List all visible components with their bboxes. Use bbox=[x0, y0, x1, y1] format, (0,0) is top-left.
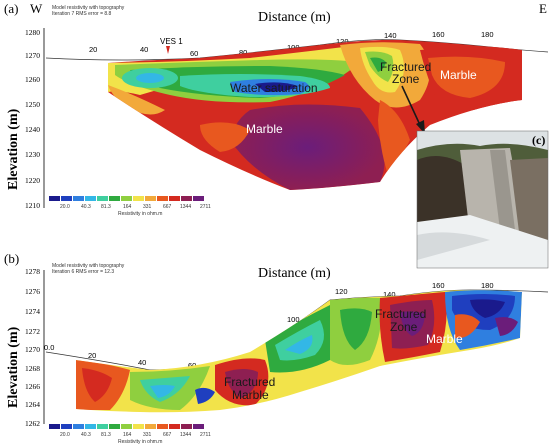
elev-tick-1210: 1210 bbox=[25, 201, 40, 210]
dist-b-tick-140: 140 bbox=[383, 290, 396, 299]
dist-b-tick-20: 20 bbox=[88, 351, 96, 360]
dist-tick-180: 180 bbox=[481, 30, 494, 39]
elev-b-tick-1278: 1278 bbox=[25, 267, 40, 276]
dist-b-tick-40: 40 bbox=[138, 358, 146, 367]
elev-tick-1280: 1280 bbox=[25, 28, 40, 37]
panel-b-model-note-2: Iteration 6 RMS error = 12.3 bbox=[52, 269, 114, 275]
panel-a-west-label: W bbox=[30, 1, 43, 16]
dist-tick-100: 100 bbox=[287, 43, 300, 52]
panel-b-elevation-ticks: 1278 1276 1274 1272 1270 1268 1266 1264 … bbox=[25, 267, 40, 428]
elev-tick-1240: 1240 bbox=[25, 125, 40, 134]
fractured-marble-line-1: Fractured bbox=[224, 375, 275, 389]
dist-tick-140: 140 bbox=[384, 31, 397, 40]
cb-b-value-20: 20.0 bbox=[60, 432, 70, 438]
dist-tick-60: 60 bbox=[190, 49, 198, 58]
panel-b-resistivity-section bbox=[76, 290, 522, 413]
ves-1-label: VES 1 bbox=[160, 37, 183, 46]
cb-a-title: Resistivity in ohm.m bbox=[118, 211, 162, 217]
panel-a-model-note-2: Iteration 7 RMS error = 8.8 bbox=[52, 11, 112, 17]
cb-a-value-20: 20.0 bbox=[60, 204, 70, 210]
panel-a-distance-title: Distance (m) bbox=[258, 10, 331, 25]
water-saturation-label: Water saturation bbox=[230, 81, 318, 95]
fractured-marble-line-2: Marble bbox=[232, 388, 269, 402]
cb-a-value-1344: 1344 bbox=[180, 204, 191, 210]
dist-tick-120: 120 bbox=[336, 37, 349, 46]
ves-1-marker-icon bbox=[166, 46, 170, 54]
elev-tick-1270: 1270 bbox=[25, 51, 40, 60]
dist-tick-80: 80 bbox=[239, 48, 247, 57]
cb-b-value-1344: 1344 bbox=[180, 432, 191, 438]
panel-a-east-label: E bbox=[539, 1, 547, 16]
elev-b-tick-1276: 1276 bbox=[25, 287, 40, 296]
panel-b: (b) Model resistivity with topography It… bbox=[4, 251, 549, 445]
panel-b-model-note-1: Model resistivity with topography bbox=[52, 263, 125, 269]
cb-a-value-40: 40.3 bbox=[81, 204, 91, 210]
panel-a-distance-ticks: 20 40 60 80 100 120 140 160 180 bbox=[89, 30, 494, 58]
panel-b-label: (b) bbox=[4, 251, 19, 266]
fractured-zone-label-line-1: Fractured bbox=[380, 60, 431, 74]
cb-a-value-2711: 2711 bbox=[200, 204, 211, 210]
cb-b-value-40: 40.3 bbox=[81, 432, 91, 438]
cb-b-value-2711: 2711 bbox=[200, 432, 211, 438]
dist-b-tick-180: 180 bbox=[481, 281, 494, 290]
fractured-zone-arrowhead-icon bbox=[416, 120, 425, 134]
elev-b-tick-1270: 1270 bbox=[25, 345, 40, 354]
panel-a-label: (a) bbox=[4, 1, 18, 16]
marble-right-label: Marble bbox=[440, 68, 477, 82]
dist-b-tick-0: 0.0 bbox=[44, 343, 54, 352]
panel-a-model-note-1: Model resistivity with topography bbox=[52, 5, 125, 11]
marble-center-label: Marble bbox=[246, 122, 283, 136]
cb-a-value-81: 81.3 bbox=[101, 204, 111, 210]
fractured-zone-label-line-2: Zone bbox=[392, 72, 420, 86]
panel-a: (a) W E Distance (m) Model resistivity w… bbox=[4, 1, 549, 269]
panel-a-elevation-title: Elevation (m) bbox=[6, 108, 21, 190]
elev-b-tick-1266: 1266 bbox=[25, 382, 40, 391]
dist-b-tick-100: 100 bbox=[287, 315, 300, 324]
elev-b-tick-1264: 1264 bbox=[25, 400, 40, 409]
cb-a-value-164: 164 bbox=[123, 204, 132, 210]
panel-b-distance-title: Distance (m) bbox=[258, 266, 331, 281]
panel-b-elevation-title: Elevation (m) bbox=[6, 326, 21, 408]
dist-b-tick-120: 120 bbox=[335, 287, 348, 296]
cb-a-value-667: 667 bbox=[163, 204, 172, 210]
photo-label: (c) bbox=[532, 133, 545, 147]
field-photo: (c) bbox=[416, 130, 549, 269]
dist-tick-40: 40 bbox=[140, 45, 148, 54]
dist-tick-20: 20 bbox=[89, 45, 97, 54]
fractured-zone-b-line-2: Zone bbox=[390, 320, 418, 334]
elev-tick-1260: 1260 bbox=[25, 75, 40, 84]
dist-b-tick-160: 160 bbox=[432, 281, 445, 290]
elev-tick-1250: 1250 bbox=[25, 100, 40, 109]
elev-b-tick-1272: 1272 bbox=[25, 327, 40, 336]
marble-right-b-label: Marble bbox=[426, 332, 463, 346]
panel-b-colorbar: 20.0 40.3 81.3 164 331 667 1344 2711 Res… bbox=[49, 424, 211, 445]
panel-a-colorbar: 20.0 40.3 81.3 164 331 667 1344 2711 Res… bbox=[49, 196, 211, 217]
panel-a-elevation-ticks: 1280 1270 1260 1250 1240 1230 1220 1210 bbox=[25, 28, 40, 210]
dist-b-tick-60: 60 bbox=[188, 361, 196, 370]
cb-a-value-331: 331 bbox=[143, 204, 152, 210]
cb-b-value-164: 164 bbox=[123, 432, 132, 438]
fractured-zone-b-line-1: Fractured bbox=[375, 307, 426, 321]
dist-tick-160: 160 bbox=[432, 30, 445, 39]
cb-b-title: Resistivity in ohm.m bbox=[118, 439, 162, 445]
cb-b-value-81: 81.3 bbox=[101, 432, 111, 438]
elev-tick-1230: 1230 bbox=[25, 150, 40, 159]
cb-b-value-331: 331 bbox=[143, 432, 152, 438]
cb-b-value-667: 667 bbox=[163, 432, 172, 438]
elev-b-tick-1262: 1262 bbox=[25, 419, 40, 428]
elev-tick-1220: 1220 bbox=[25, 176, 40, 185]
fractured-zone-arrow bbox=[401, 85, 421, 126]
elev-b-tick-1274: 1274 bbox=[25, 307, 40, 316]
elev-b-tick-1268: 1268 bbox=[25, 364, 40, 373]
